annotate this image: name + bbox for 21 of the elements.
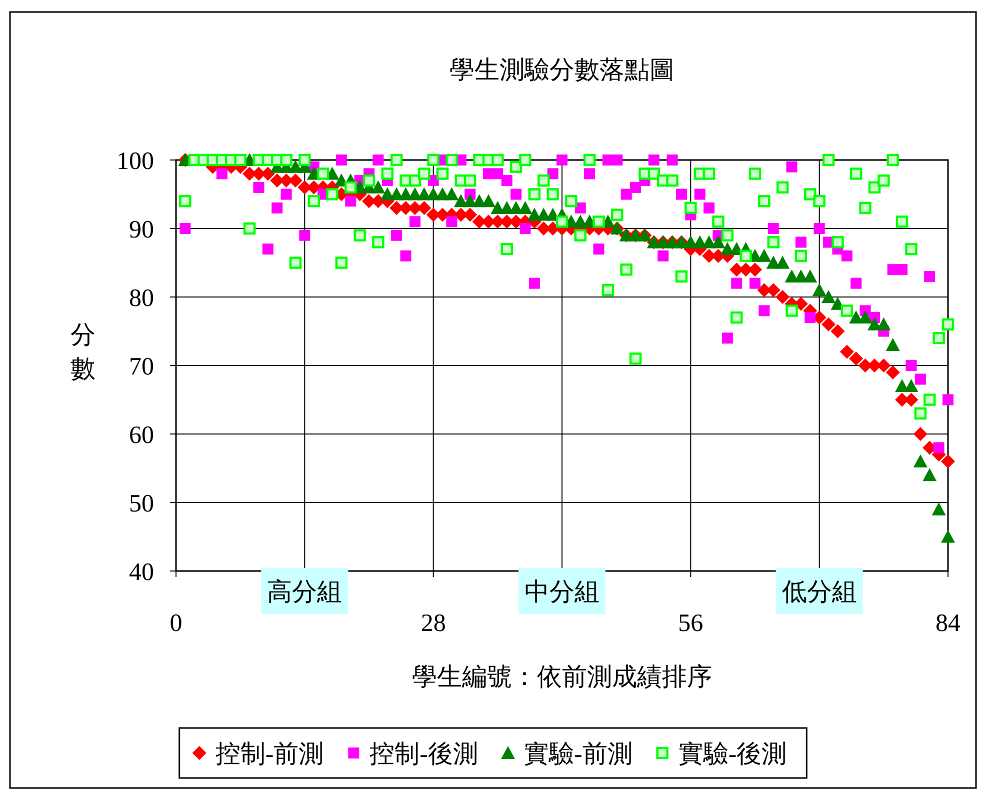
text: 中分組 [524,579,600,606]
legend-label: 實驗-前測 [524,741,632,768]
x-tick-label: 28 [420,610,446,637]
x-tick-label: 84 [936,610,961,637]
x-tick-label: 0 [170,610,182,637]
y-tick-label: 100 [116,148,154,175]
x-axis-title: 學生編號：依前測成績排序 [412,663,712,691]
legend-label: 控制-前測 [215,741,324,768]
y-tick-label: 60 [129,422,154,449]
legend-label: 實驗-後測 [678,741,787,768]
y-axis-title: 分數 [70,322,96,383]
x-tick-label: 56 [678,610,704,637]
y-tick-label: 70 [129,354,154,380]
legend-label: 控制-後測 [370,741,478,768]
text: 高分組 [267,578,342,606]
y-tick-label: 80 [129,285,154,312]
text: 低分組 [782,579,857,606]
y-tick-label: 50 [129,490,154,518]
title: 學生測驗分數落點圖 [450,57,674,84]
y-tick-label: 90 [129,216,154,244]
y-tick-label: 40 [129,559,154,586]
